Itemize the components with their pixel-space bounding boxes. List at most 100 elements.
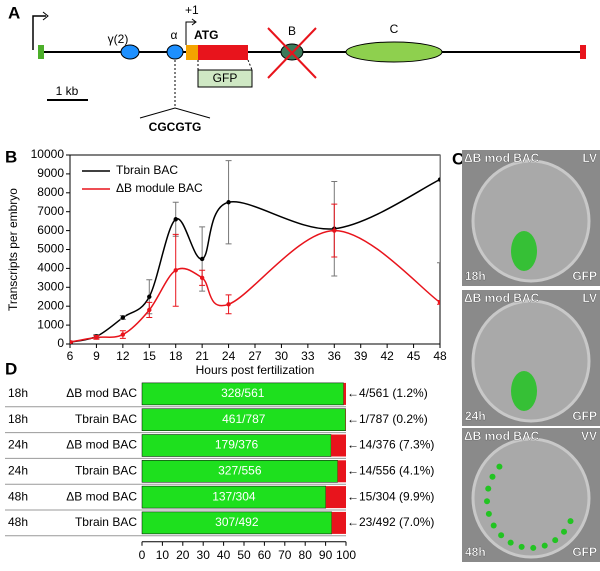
y-tick-label: 5000 bbox=[37, 242, 64, 256]
image-label: LV bbox=[583, 151, 597, 165]
site bbox=[167, 45, 183, 59]
gfp-signal bbox=[552, 537, 558, 543]
gfp-signal bbox=[508, 540, 514, 546]
x-tick-label: 90 bbox=[319, 548, 333, 562]
module bbox=[346, 42, 442, 62]
y-tick-label: 7000 bbox=[37, 204, 64, 218]
bar-annotation: ←1/787 (0.2%) bbox=[347, 412, 428, 426]
image-label: ΔB mod BAC bbox=[464, 429, 540, 443]
bar-segment bbox=[326, 486, 346, 508]
bar-annotation: ←4/561 (1.2%) bbox=[347, 386, 428, 400]
gfp-signal bbox=[519, 544, 525, 550]
gfp-signal bbox=[489, 474, 495, 480]
x-tick-label: 39 bbox=[354, 349, 368, 363]
panel-label: D bbox=[5, 359, 17, 378]
y-tick-label: 10000 bbox=[31, 147, 65, 161]
gfp-signal bbox=[568, 518, 574, 524]
bar-segment bbox=[338, 460, 346, 482]
x-tick-label: 33 bbox=[301, 349, 315, 363]
row-time: 24h bbox=[8, 463, 28, 477]
site-label: α bbox=[171, 28, 178, 42]
x-tick-label: 0 bbox=[139, 548, 146, 562]
gfp-signal bbox=[486, 511, 492, 517]
image-label: 24h bbox=[465, 409, 486, 423]
point bbox=[332, 228, 336, 232]
point bbox=[174, 217, 178, 221]
x-tick-label: 30 bbox=[275, 349, 289, 363]
x-tick-label: 10 bbox=[156, 548, 170, 562]
atg-label: ATG bbox=[194, 28, 218, 42]
bracket bbox=[140, 108, 210, 118]
y-tick-label: 6000 bbox=[37, 223, 64, 237]
gfp-signal bbox=[511, 371, 537, 411]
row-time: 18h bbox=[8, 412, 28, 426]
y-tick-label: 0 bbox=[57, 336, 64, 350]
x-tick-label: 36 bbox=[328, 349, 342, 363]
bar-label: 307/492 bbox=[215, 515, 259, 529]
x-tick-label: 80 bbox=[299, 548, 313, 562]
point bbox=[174, 268, 178, 272]
bar-label: 179/376 bbox=[215, 438, 259, 452]
tss-label: +1 bbox=[185, 3, 199, 17]
x-tick-label: 20 bbox=[176, 548, 190, 562]
gfp-signal bbox=[485, 486, 491, 492]
site-label: γ(2) bbox=[108, 32, 129, 46]
row-label: Tbrain BAC bbox=[75, 463, 137, 477]
point bbox=[121, 315, 125, 319]
bar-annotation: ←15/304 (9.9%) bbox=[347, 489, 434, 503]
bar-label: 327/556 bbox=[218, 463, 262, 477]
x-tick-label: 27 bbox=[248, 349, 262, 363]
point bbox=[200, 257, 204, 261]
exon bbox=[186, 45, 198, 60]
legend-label: ΔB module BAC bbox=[116, 181, 203, 195]
x-tick-label: 15 bbox=[143, 349, 157, 363]
gfp-signal bbox=[511, 231, 537, 271]
row-time: 24h bbox=[8, 438, 28, 452]
bar-segment bbox=[331, 435, 346, 457]
point bbox=[226, 200, 230, 204]
scale-label: 1 kb bbox=[56, 84, 79, 98]
gene-end bbox=[38, 45, 44, 59]
motif-label: CGCGTG bbox=[149, 120, 202, 134]
series-line bbox=[70, 231, 440, 343]
point bbox=[438, 300, 442, 304]
x-tick-label: 45 bbox=[407, 349, 421, 363]
row-label: ΔB mod BAC bbox=[66, 489, 137, 503]
bar-segment bbox=[332, 512, 346, 534]
bar-annotation: ←14/376 (7.3%) bbox=[347, 438, 434, 452]
row-label: Tbrain BAC bbox=[75, 515, 137, 529]
x-tick-label: 21 bbox=[195, 349, 209, 363]
gfp-signal bbox=[561, 529, 567, 535]
x-tick-label: 12 bbox=[116, 349, 130, 363]
bar-label: 461/787 bbox=[222, 412, 266, 426]
bar-segment bbox=[344, 383, 346, 405]
guide bbox=[248, 60, 252, 70]
row-time: 18h bbox=[8, 386, 28, 400]
y-tick-label: 2000 bbox=[37, 298, 64, 312]
image-label: VV bbox=[581, 429, 597, 443]
bar-annotation: ←14/556 (4.1%) bbox=[347, 463, 434, 477]
legend-label: Tbrain BAC bbox=[116, 163, 178, 177]
gfp-signal bbox=[542, 543, 548, 549]
x-tick-label: 42 bbox=[380, 349, 394, 363]
image-label: 18h bbox=[465, 269, 486, 283]
gfp-signal bbox=[496, 464, 502, 470]
gfp-signal bbox=[484, 498, 490, 504]
image-label: ΔB mod BAC bbox=[464, 151, 540, 165]
x-tick-label: 6 bbox=[67, 349, 74, 363]
row-label: Tbrain BAC bbox=[75, 412, 137, 426]
point bbox=[94, 335, 98, 339]
image-label: GFP bbox=[572, 545, 597, 559]
y-tick-label: 9000 bbox=[37, 166, 64, 180]
x-tick-label: 40 bbox=[217, 548, 231, 562]
gfp-label: GFP bbox=[213, 71, 238, 85]
x-tick-label: 9 bbox=[93, 349, 100, 363]
bar-label: 137/304 bbox=[212, 489, 256, 503]
panel-label: B bbox=[5, 147, 17, 166]
panel-label: A bbox=[8, 3, 20, 22]
y-axis-label: Transcripts per embryo bbox=[6, 188, 20, 311]
bar-annotation: ←23/492 (7.0%) bbox=[347, 515, 434, 529]
exon bbox=[198, 45, 248, 60]
